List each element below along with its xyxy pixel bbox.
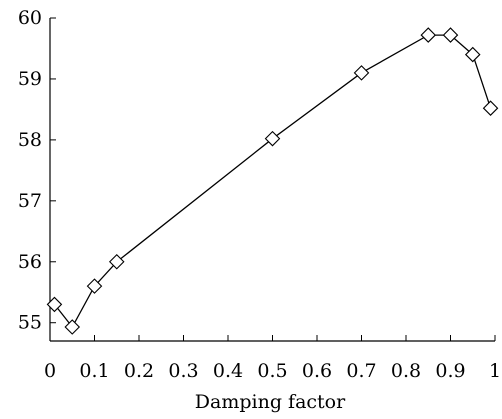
x-tick-label: 0.5 [257, 360, 287, 382]
x-tick-label: 0.9 [435, 360, 465, 382]
x-tick-label: 0.1 [79, 360, 109, 382]
x-tick-label: 0.3 [168, 360, 198, 382]
data-point [264, 130, 281, 147]
data-point [353, 65, 370, 81]
data-point [108, 253, 125, 270]
y-tick-label: 58 [18, 129, 42, 151]
data-point [464, 46, 481, 63]
data-point [442, 27, 459, 43]
x-axis-title: Damping factor [195, 391, 346, 413]
x-tick-label: 1 [489, 360, 501, 382]
x-axis-ticks: 0 0.1 0.2 0.3 0.4 0.5 0.6 0.7 0.8 0.9 1 [44, 335, 501, 382]
data-point [86, 278, 103, 294]
x-tick-label: 0.4 [213, 360, 243, 382]
data-point [420, 27, 437, 43]
data-point [64, 319, 81, 335]
x-tick-label: 0.8 [391, 360, 421, 382]
x-tick-label: 0.7 [346, 360, 376, 382]
axes [49, 18, 495, 342]
y-tick-label: 59 [18, 68, 42, 90]
y-tick-label: 55 [18, 312, 42, 334]
y-tick-label: 60 [18, 7, 42, 29]
data-point [46, 296, 63, 313]
x-tick-label: 0.2 [124, 360, 154, 382]
data-point [482, 100, 499, 116]
y-axis-ticks: 55 56 57 58 59 60 [18, 7, 56, 334]
x-tick-label: 0.6 [302, 360, 332, 382]
x-tick-label: 0 [44, 360, 56, 382]
y-tick-label: 56 [18, 251, 42, 273]
data-series [46, 27, 499, 335]
y-tick-label: 57 [18, 190, 42, 212]
series-line [53, 34, 492, 329]
